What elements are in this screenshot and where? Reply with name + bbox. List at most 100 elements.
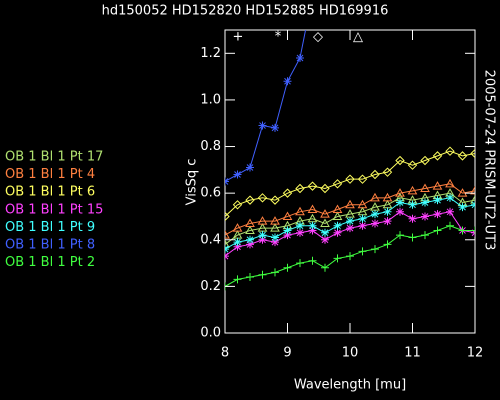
data-point	[296, 221, 304, 230]
y-tick-label: 0.8	[200, 139, 221, 154]
data-point	[333, 221, 342, 230]
data-point	[395, 188, 405, 197]
data-point	[371, 245, 379, 254]
data-point	[370, 169, 380, 180]
data-point	[358, 221, 367, 230]
data-point	[346, 252, 354, 261]
data-point	[270, 195, 280, 205]
data-point	[383, 240, 392, 249]
data-point	[446, 207, 454, 216]
data-point	[245, 225, 255, 234]
y-axis-label: VisSq c	[185, 159, 200, 206]
data-point	[470, 185, 475, 195]
legend-entry: OB 1 Bl 1 Pt 8	[5, 238, 95, 253]
data-point	[457, 151, 468, 161]
data-point	[333, 254, 342, 263]
legend-entry: OB 1 Bl 1 Pt 6	[5, 185, 95, 200]
series-line	[225, 192, 475, 245]
y-tick-label: 1.0	[200, 92, 221, 107]
data-point	[233, 275, 242, 284]
data-point	[458, 203, 467, 212]
data-point	[246, 163, 254, 172]
data-point	[271, 268, 279, 277]
legend-entry: OB 1 Bl 1 Pt 2	[5, 255, 95, 270]
data-point	[246, 273, 254, 282]
data-point	[332, 211, 343, 220]
data-point	[246, 235, 254, 244]
data-point	[333, 228, 342, 237]
data-point	[282, 188, 293, 198]
data-point	[270, 223, 280, 232]
data-point	[471, 226, 475, 235]
y-tick-label: 0.4	[200, 232, 221, 247]
data-point	[421, 212, 429, 221]
data-point	[383, 217, 392, 226]
data-point	[308, 226, 317, 235]
data-point	[445, 178, 455, 188]
data-point	[283, 77, 292, 86]
data-point	[396, 231, 404, 240]
x-tick-label: 11	[404, 346, 421, 361]
symbol-key: *	[275, 30, 282, 45]
data-point	[407, 160, 418, 170]
data-point	[233, 242, 242, 251]
data-point	[432, 181, 443, 190]
data-point	[357, 199, 368, 209]
x-tick-label: 12	[467, 346, 484, 361]
data-point	[295, 183, 305, 194]
x-tick-label: 9	[283, 346, 291, 361]
data-point	[358, 214, 367, 223]
legend-entry: OB 1 Bl 1 Pt 15	[5, 202, 103, 217]
data-point	[232, 223, 243, 232]
data-point	[320, 209, 330, 218]
legend-entry: OB 1 Bl 1 Pt 17	[5, 150, 103, 165]
data-point	[457, 188, 468, 197]
data-point	[395, 155, 405, 166]
data-point	[420, 183, 430, 192]
data-point	[308, 221, 317, 230]
data-point	[320, 183, 330, 194]
chart-title: hd150052 HD152820 HD152885 HD169916	[102, 4, 389, 19]
data-point	[408, 200, 417, 209]
data-point	[470, 195, 475, 204]
data-point	[371, 219, 379, 228]
data-point	[246, 240, 254, 249]
data-point	[283, 263, 292, 272]
data-point	[407, 185, 418, 195]
data-point	[320, 218, 330, 227]
data-point	[346, 217, 354, 226]
data-point	[321, 235, 329, 244]
y-tick-label: 0.6	[200, 186, 221, 201]
data-point	[283, 226, 292, 235]
data-point	[432, 151, 443, 161]
data-point	[345, 199, 355, 209]
legend-entry: OB 1 Bl 1 Pt 4	[5, 167, 95, 182]
plot-area	[225, 30, 475, 291]
x-axis-label: Wavelength [mu]	[294, 378, 406, 393]
data-point	[257, 193, 268, 203]
symbol-key: △	[353, 30, 363, 45]
data-point	[271, 238, 279, 247]
data-point	[396, 198, 404, 207]
data-point	[433, 226, 442, 235]
data-point	[396, 207, 404, 216]
data-point	[346, 224, 354, 233]
data-point	[321, 263, 329, 272]
data-point	[296, 259, 304, 268]
data-point	[382, 167, 393, 177]
data-point	[296, 53, 304, 62]
data-point	[225, 239, 230, 248]
data-point	[232, 200, 243, 210]
data-point	[370, 192, 380, 202]
data-point	[383, 207, 392, 216]
data-point	[258, 235, 267, 244]
data-point	[446, 193, 454, 202]
symbol-key: ◇	[313, 30, 323, 45]
data-point	[295, 206, 305, 216]
data-point	[271, 233, 279, 242]
data-point	[296, 228, 304, 237]
data-point	[458, 226, 467, 235]
data-point	[345, 174, 355, 184]
symbol-key: +	[233, 30, 244, 45]
